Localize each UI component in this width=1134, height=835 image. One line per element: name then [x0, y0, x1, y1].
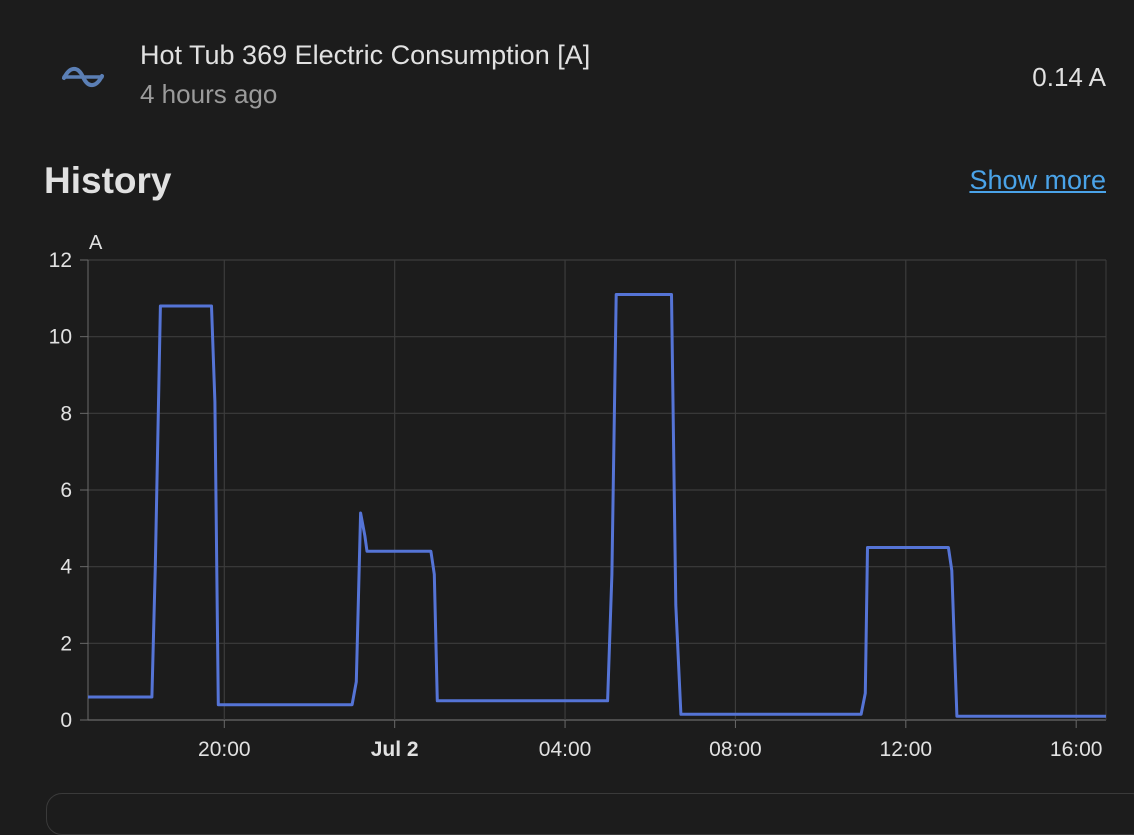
x-tick-label: Jul 2 [371, 738, 419, 761]
y-tick-label: 4 [60, 556, 72, 579]
sine-wave-icon [62, 66, 104, 88]
y-tick-label: 0 [60, 709, 72, 732]
next-card [46, 793, 1134, 835]
y-tick-label: 8 [60, 402, 72, 425]
history-chart[interactable]: 0 2 4 6 8 10 12 20:00 Jul 2 04:00 08:00 12:00 16:00… [0, 225, 1134, 780]
x-tick-label: 20:00 [198, 738, 251, 761]
x-axis: 20:00 Jul 2 04:00 08:00 12:00 16:00 [198, 720, 1102, 761]
chart-grid [88, 259, 1107, 721]
y-tick-label: 10 [49, 326, 72, 349]
entity-state-value: 0.14 A [1032, 62, 1106, 92]
y-axis: 0 2 4 6 8 10 12 [49, 249, 89, 732]
entity-name: Hot Tub 369 Electric Consumption [A] [140, 40, 591, 70]
last-changed-time: 4 hours ago [140, 79, 278, 109]
x-tick-label: 04:00 [539, 738, 592, 761]
y-tick-label: 2 [60, 632, 72, 655]
y-axis-unit-label: A [89, 232, 103, 254]
entity-header: Hot Tub 369 Electric Consumption [A] 4 h… [0, 0, 1134, 140]
history-title: History [44, 160, 172, 201]
y-tick-label: 12 [49, 249, 72, 272]
x-tick-label: 16:00 [1050, 738, 1103, 761]
series-line [88, 293, 1106, 718]
y-tick-label: 6 [60, 479, 72, 502]
x-tick-label: 12:00 [880, 738, 933, 761]
show-more-link[interactable]: Show more [969, 165, 1106, 195]
x-tick-label: 08:00 [709, 738, 762, 761]
